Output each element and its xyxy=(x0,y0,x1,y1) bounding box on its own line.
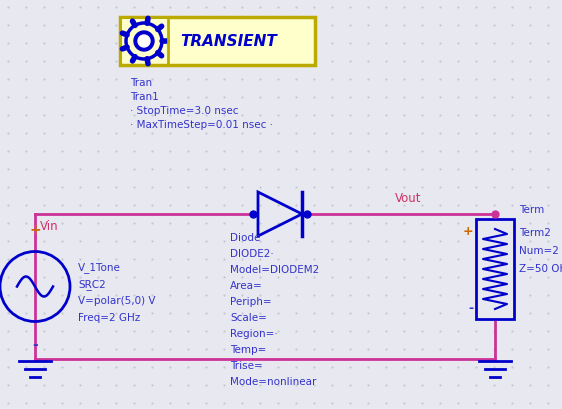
Text: Term: Term xyxy=(519,204,544,214)
Text: Vin: Vin xyxy=(40,220,58,232)
Text: V_1Tone: V_1Tone xyxy=(78,262,121,273)
Text: Region=·: Region=· xyxy=(230,328,278,338)
Text: SR̲C2: SR̲C2 xyxy=(78,279,106,290)
Circle shape xyxy=(138,36,150,48)
Text: V=polar(5,0) V: V=polar(5,0) V xyxy=(78,296,156,306)
Text: Term2: Term2 xyxy=(519,227,551,237)
Text: Periph=: Periph= xyxy=(230,296,271,306)
Text: -: - xyxy=(468,301,473,314)
Text: TRANSIENT: TRANSIENT xyxy=(180,34,277,49)
Text: Vout: Vout xyxy=(395,191,422,204)
FancyBboxPatch shape xyxy=(122,20,168,64)
Circle shape xyxy=(134,32,154,52)
Text: Trise=: Trise= xyxy=(230,360,263,370)
FancyBboxPatch shape xyxy=(476,220,514,319)
Text: Model=DIODEM2: Model=DIODEM2 xyxy=(230,264,319,274)
Text: Num=2: Num=2 xyxy=(519,245,559,255)
Text: Z=50 Ohm·: Z=50 Ohm· xyxy=(519,263,562,273)
FancyBboxPatch shape xyxy=(120,18,315,66)
Text: Freq=2 GHz: Freq=2 GHz xyxy=(78,313,140,323)
Text: Area=: Area= xyxy=(230,280,263,290)
Text: Tran: Tran xyxy=(130,78,152,88)
Text: DIODE2·: DIODE2· xyxy=(230,248,274,258)
Text: Scale=: Scale= xyxy=(230,312,267,322)
Text: Tran1: Tran1 xyxy=(130,92,158,102)
Text: +: + xyxy=(463,225,473,237)
Text: Temp=: Temp= xyxy=(230,344,266,354)
Text: · MaxTimeStep=0.01 nsec ·: · MaxTimeStep=0.01 nsec · xyxy=(130,120,273,130)
Text: Mode=nonlinear: Mode=nonlinear xyxy=(230,376,316,386)
Text: · StopTime=3.0 nsec: · StopTime=3.0 nsec xyxy=(130,106,238,116)
Text: +: + xyxy=(29,222,41,236)
Text: -: - xyxy=(32,337,38,351)
Text: Diode: Diode xyxy=(230,232,260,243)
